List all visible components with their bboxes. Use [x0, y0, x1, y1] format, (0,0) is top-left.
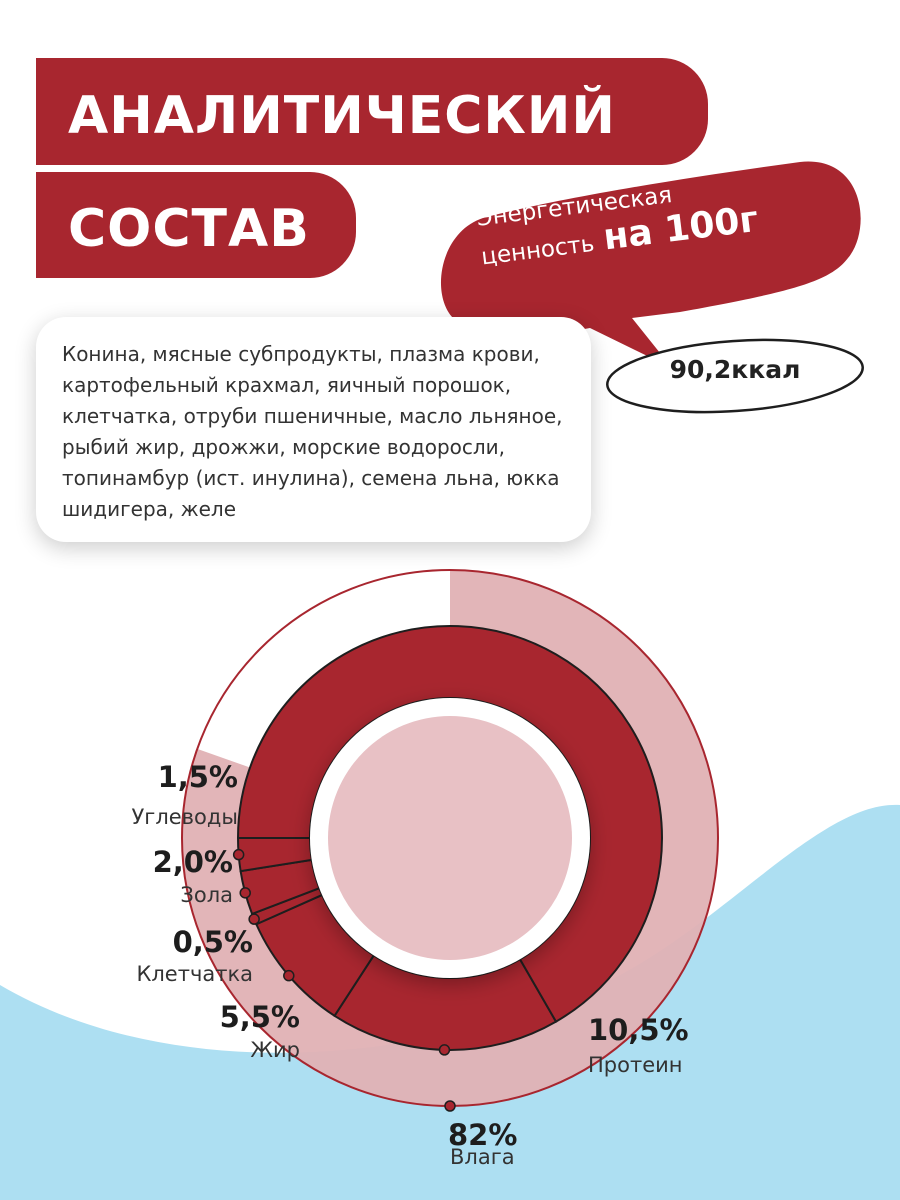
marker-углеводы	[232, 848, 245, 861]
ingredients-card: Конина, мясные субпродукты, плазма крови…	[36, 317, 591, 542]
label-fat-pct: 5,5%	[219, 1000, 300, 1034]
label-carbs-pct: 1,5%	[157, 760, 238, 794]
marker-moisture	[444, 1100, 456, 1112]
marker-клетчатка	[248, 913, 260, 925]
marker-protein	[438, 1044, 451, 1056]
label-moisture-name: Влага	[450, 1145, 515, 1169]
title-line-2: СОСТАВ	[36, 172, 356, 278]
label-ash-pct: 2,0%	[152, 845, 233, 879]
center-disc-fill	[328, 716, 572, 960]
label-ash-name: Зола	[180, 883, 233, 907]
label-moisture-pct: 82%	[448, 1118, 518, 1152]
label-protein-pct: 10,5%	[588, 1013, 689, 1047]
label-carbs-name: Углеводы	[131, 805, 239, 829]
label-fiber-name: Клетчатка	[136, 962, 253, 986]
energy-value: 90,2ккал	[669, 355, 801, 384]
marker-жир	[283, 969, 295, 982]
label-fat-name: Жир	[250, 1038, 300, 1062]
label-protein-name: Протеин	[588, 1053, 683, 1077]
marker-зола	[239, 887, 251, 899]
ingredients-text: Конина, мясные субпродукты, плазма крови…	[62, 342, 563, 521]
sky-wave	[0, 804, 900, 1200]
title-line-1: АНАЛИТИЧЕСКИЙ	[36, 58, 708, 165]
label-fiber-pct: 0,5%	[172, 925, 253, 959]
